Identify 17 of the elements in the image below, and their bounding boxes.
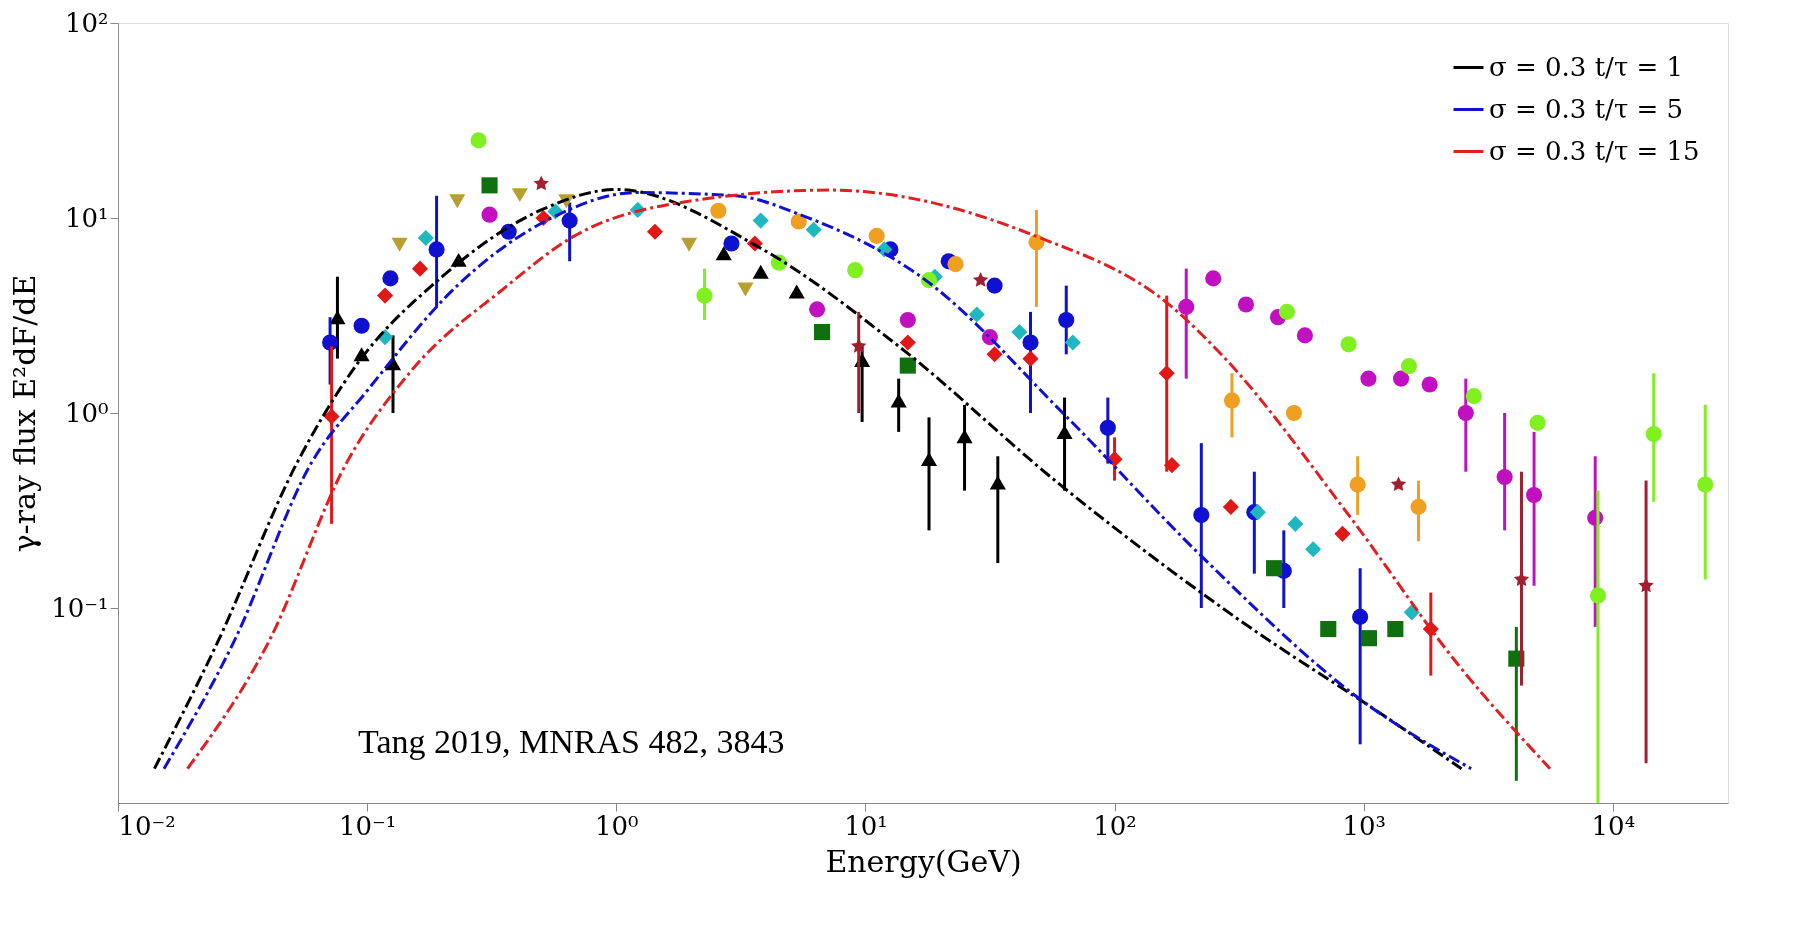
x-tick-label: 10³ [1342, 810, 1386, 841]
x-axis-title: Energy(GeV) [825, 843, 1022, 879]
y-axis-title: γ-ray flux E²dF/dE [7, 274, 43, 553]
x-tick-label: 10⁴ [1591, 810, 1636, 841]
legend-label: σ = 0.3 t/τ = 1 [1489, 51, 1684, 82]
x-tick-label: 10² [1093, 810, 1137, 841]
y-tick-label: 10⁻¹ [51, 592, 109, 623]
x-tick-label: 10⁻² [118, 810, 176, 841]
x-tick-label: 10¹ [844, 810, 888, 841]
annotation: Tang 2019, MNRAS 482, 3843 [358, 723, 785, 760]
x-tick-label: 10⁻¹ [339, 810, 397, 841]
legend-label: σ = 0.3 t/τ = 5 [1489, 93, 1684, 124]
y-tick-label: 10¹ [64, 202, 109, 233]
y-tick-label: 10² [64, 7, 109, 38]
y-tick-label: 10⁰ [64, 397, 109, 428]
x-tick-label: 10⁰ [595, 810, 639, 841]
legend-label: σ = 0.3 t/τ = 15 [1489, 135, 1700, 166]
